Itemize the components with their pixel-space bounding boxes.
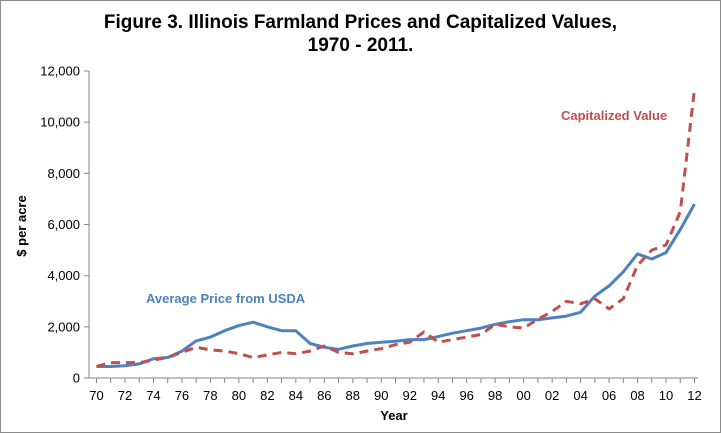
x-tick-label: 08 [630, 388, 644, 403]
x-tick-label: 04 [573, 388, 587, 403]
series-label-capitalized: Capitalized Value [561, 108, 667, 123]
y-tick-label: 10,000 [40, 115, 80, 130]
x-tick-label: 12 [687, 388, 701, 403]
x-tick-label: 06 [602, 388, 616, 403]
x-tick-label: 02 [545, 388, 559, 403]
x-tick-label: 96 [459, 388, 473, 403]
x-tick-label: 82 [260, 388, 274, 403]
x-tick-label: 94 [431, 388, 445, 403]
x-tick-label: 86 [317, 388, 331, 403]
series-line-capitalized-value [96, 88, 696, 368]
x-tick-label: 92 [403, 388, 417, 403]
chart-title: Figure 3. Illinois Farmland Prices and C… [1, 11, 720, 57]
x-tick-label: 72 [118, 388, 132, 403]
x-tick-label: 10 [659, 388, 673, 403]
x-tick-label: 84 [289, 388, 303, 403]
y-tick-label: 6,000 [47, 217, 80, 232]
series-line-usda-price [96, 203, 696, 368]
x-tick-label: 70 [89, 388, 103, 403]
axes: 0 2,000 4,000 6,000 8,000 10,000 12,000 70 72 74 7… [40, 64, 702, 404]
x-axis-title: Year [380, 408, 407, 423]
x-tick-label: 90 [374, 388, 388, 403]
y-tick-label: 0 [73, 371, 80, 386]
x-tick-label: 74 [146, 388, 160, 403]
x-tick-label: 88 [346, 388, 360, 403]
y-tick-label: 2,000 [47, 319, 80, 334]
series-layer [96, 88, 696, 368]
y-tick-label: 8,000 [47, 166, 80, 181]
y-axis-title: $ per acre [14, 195, 29, 256]
y-tick-label: 4,000 [47, 268, 80, 283]
x-tick-label: 80 [232, 388, 246, 403]
x-tick-label: 78 [203, 388, 217, 403]
y-tick-label: 12,000 [40, 64, 80, 79]
series-label-usda: Average Price from USDA [146, 291, 306, 306]
chart-title-line2: 1970 - 2011. [307, 35, 414, 56]
x-tick-label: 00 [516, 388, 530, 403]
x-tick-label: 76 [175, 388, 189, 403]
chart-title-line1: Figure 3. Illinois Farmland Prices and C… [103, 12, 618, 33]
x-tick-label: 98 [488, 388, 502, 403]
